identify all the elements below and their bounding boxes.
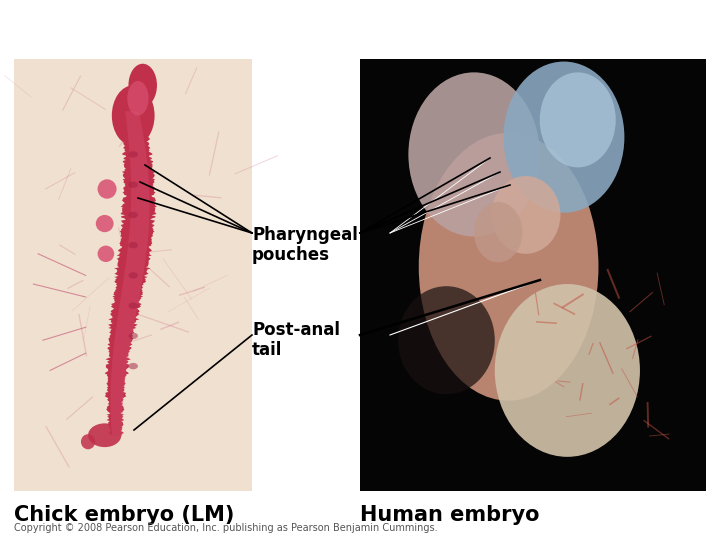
Polygon shape (110, 111, 150, 435)
Ellipse shape (98, 179, 117, 199)
Ellipse shape (128, 333, 138, 339)
Ellipse shape (128, 363, 138, 369)
Text: Copyright © 2008 Pearson Education, Inc. publishing as Pearson Benjamin Cummings: Copyright © 2008 Pearson Education, Inc.… (14, 523, 438, 534)
Ellipse shape (128, 151, 138, 158)
Ellipse shape (474, 202, 523, 262)
Ellipse shape (128, 64, 157, 107)
Text: Human embryo: Human embryo (360, 505, 539, 525)
Ellipse shape (491, 176, 560, 254)
Ellipse shape (128, 272, 138, 279)
Ellipse shape (128, 242, 138, 248)
Ellipse shape (98, 246, 114, 262)
Ellipse shape (419, 133, 598, 401)
Text: Post-anal
tail: Post-anal tail (252, 321, 340, 360)
Ellipse shape (128, 212, 138, 218)
Ellipse shape (398, 286, 495, 394)
Ellipse shape (495, 284, 640, 457)
Ellipse shape (96, 215, 114, 232)
Ellipse shape (128, 302, 138, 309)
Ellipse shape (503, 62, 624, 213)
Text: Chick embryo (LM): Chick embryo (LM) (14, 505, 235, 525)
Bar (14, 59, 252, 491)
Bar (360, 59, 706, 491)
Ellipse shape (112, 85, 155, 146)
Ellipse shape (88, 423, 122, 447)
Polygon shape (104, 111, 157, 435)
Ellipse shape (540, 72, 616, 167)
Ellipse shape (408, 72, 540, 237)
Ellipse shape (128, 181, 138, 188)
Text: Pharyngeal
pouches: Pharyngeal pouches (252, 226, 358, 265)
Ellipse shape (81, 434, 95, 449)
Ellipse shape (127, 81, 148, 116)
